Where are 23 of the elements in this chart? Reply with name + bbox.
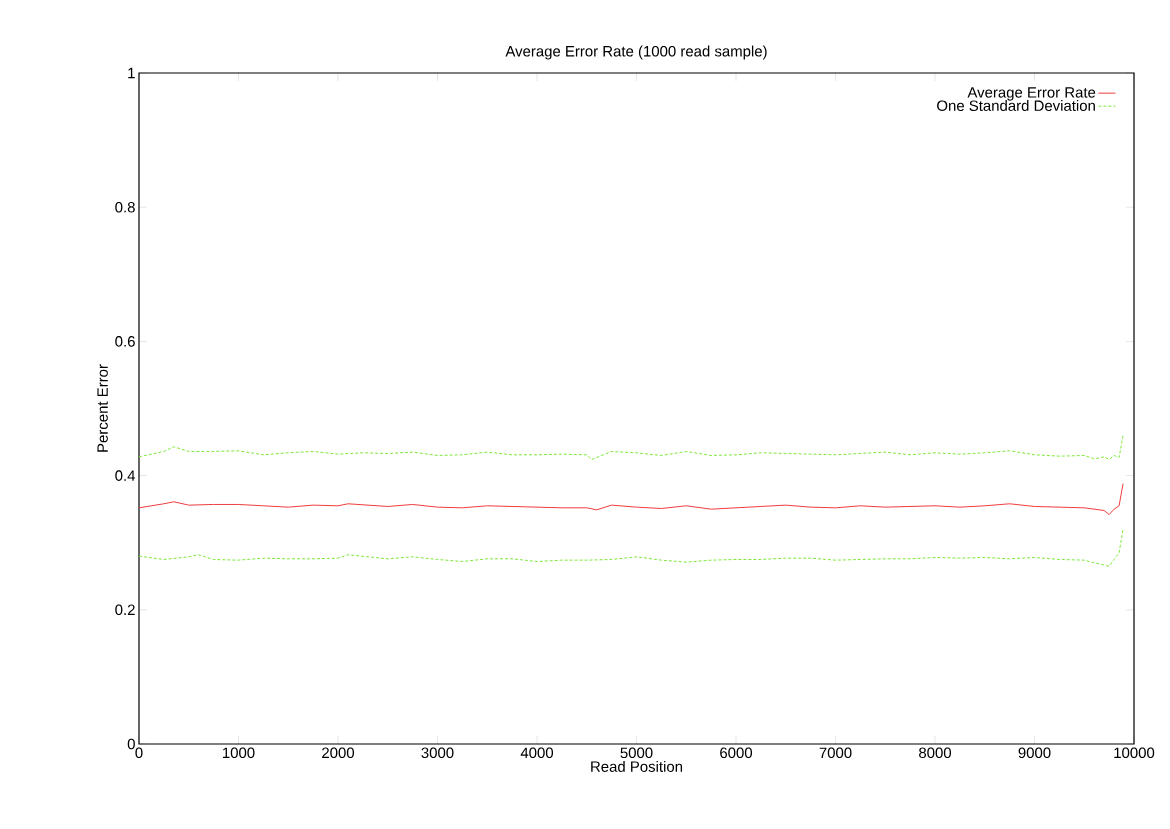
legend-label: Average Error Rate — [967, 87, 1096, 101]
y-tick-label: 0.4 — [115, 470, 136, 481]
y-tick-label: 0.6 — [115, 336, 135, 347]
x-tick-label: 10000 — [1114, 747, 1155, 759]
x-tick-label: 7000 — [819, 747, 852, 759]
x-tick-label: 5000 — [620, 747, 653, 759]
x-tick-label: 8000 — [919, 747, 952, 759]
y-tick-label: 0.2 — [115, 604, 135, 616]
chart-title: Average Error Rate (1000 read sample) — [505, 45, 767, 60]
y-tick-label: 0 — [127, 738, 135, 750]
x-tick-label: 2000 — [322, 747, 355, 759]
y-tick-label: 1 — [128, 67, 135, 79]
x-tick-label: 3000 — [421, 747, 454, 759]
x-tick-label: 9000 — [1018, 747, 1051, 759]
x-tick-label: 6000 — [720, 747, 753, 759]
x-tick-label: 4000 — [520, 747, 554, 759]
line-series — [139, 434, 1124, 460]
x-tick-label: 1000 — [223, 747, 255, 759]
x-axis-title: Read Position — [591, 760, 683, 772]
line-series — [139, 528, 1124, 567]
y-axis-title: Percent Error — [97, 364, 108, 452]
legend-label: One Standard Deviation — [937, 100, 1095, 111]
y-tick-label: 0.8 — [115, 201, 135, 213]
